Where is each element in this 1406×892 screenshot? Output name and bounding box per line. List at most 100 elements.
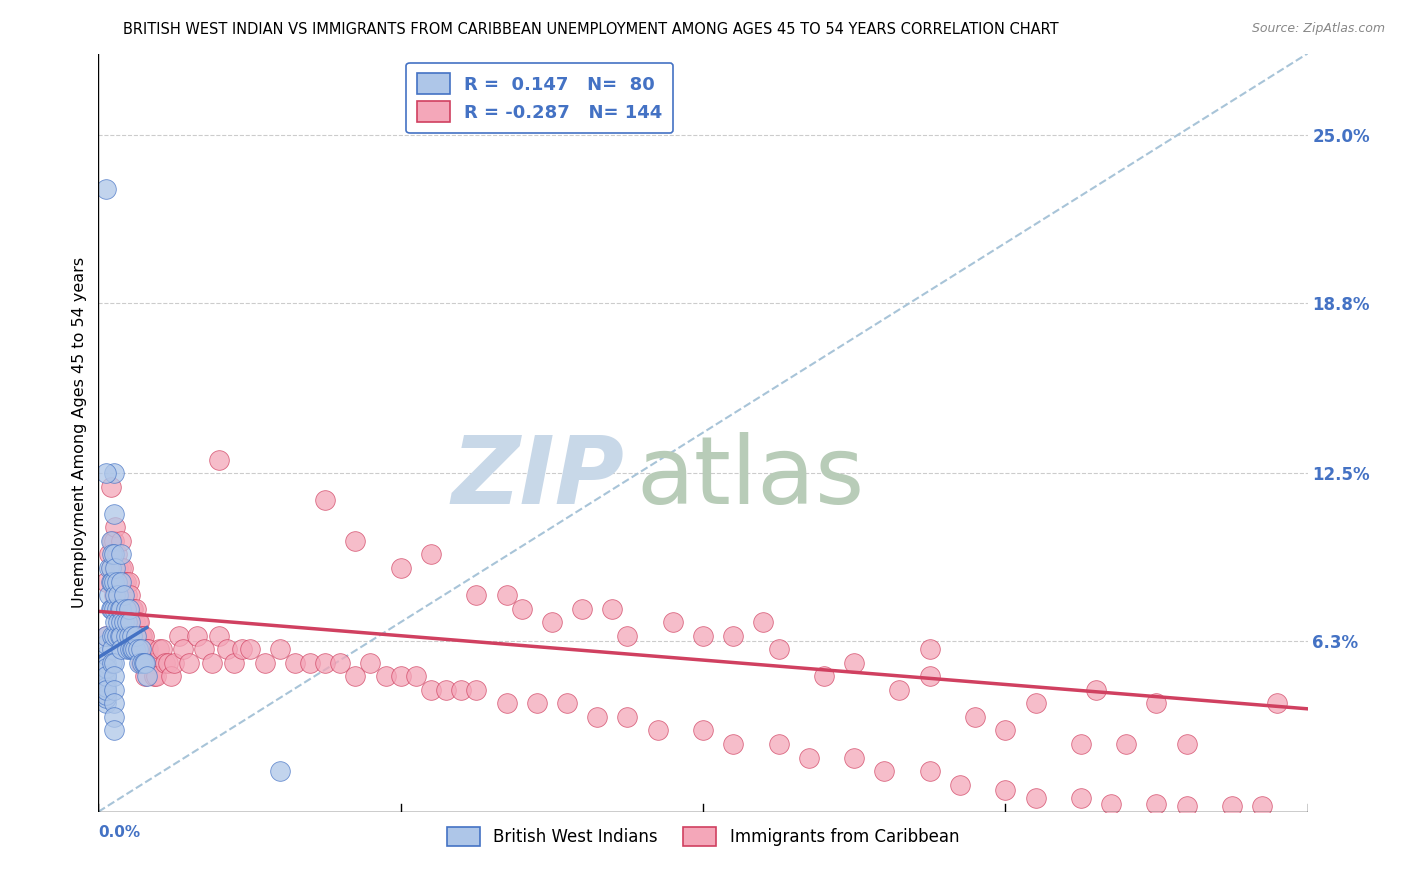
Point (208, 452, 231, 467)
Point (112, 601, 135, 615)
Legend: British West Indians, Immigrants from Caribbean: British West Indians, Immigrants from Ca… (440, 820, 966, 853)
Point (120, 642, 142, 657)
Point (124, 642, 146, 657)
Point (100, 561, 122, 575)
Point (120, 588, 142, 602)
Point (1267, 697, 1289, 711)
Point (104, 561, 127, 575)
Point (122, 601, 145, 615)
Point (434, 682, 457, 697)
Point (329, 656, 352, 670)
Point (389, 669, 412, 683)
Text: atlas: atlas (637, 432, 865, 524)
Point (103, 656, 125, 670)
Point (1144, 697, 1167, 711)
Point (150, 642, 173, 657)
Point (94, 682, 117, 697)
Point (101, 629, 124, 643)
Point (112, 574, 135, 589)
Point (1175, 799, 1198, 814)
Point (179, 656, 201, 670)
Point (132, 656, 155, 670)
Point (495, 697, 517, 711)
Point (115, 588, 138, 602)
Point (167, 629, 190, 643)
Point (103, 588, 125, 602)
Point (797, 750, 820, 764)
Point (555, 697, 578, 711)
Point (105, 601, 128, 615)
Point (94, 682, 117, 697)
Point (136, 642, 159, 657)
Point (616, 710, 638, 724)
Point (94, 182, 117, 196)
Point (94, 669, 117, 683)
Point (616, 629, 638, 643)
Point (125, 601, 148, 615)
Point (103, 601, 125, 615)
Point (104, 615, 127, 630)
Point (172, 642, 194, 657)
Point (844, 656, 866, 670)
Point (107, 588, 129, 602)
Point (94, 688, 117, 702)
Point (94, 661, 117, 675)
Point (918, 764, 941, 778)
Point (723, 737, 745, 751)
Point (118, 574, 141, 589)
Point (134, 656, 156, 670)
Point (94, 656, 117, 670)
Point (103, 561, 125, 575)
Point (215, 642, 238, 657)
Text: Source: ZipAtlas.com: Source: ZipAtlas.com (1251, 22, 1385, 36)
Point (100, 574, 122, 589)
Point (201, 656, 224, 670)
Point (163, 656, 186, 670)
Point (132, 629, 155, 643)
Point (1144, 797, 1167, 811)
Point (647, 723, 669, 738)
Point (94, 691, 117, 706)
Point (104, 520, 127, 534)
Point (100, 601, 122, 615)
Point (1070, 791, 1092, 805)
Point (94, 629, 117, 643)
Point (994, 783, 1017, 797)
Point (208, 629, 231, 643)
Point (127, 642, 149, 657)
Point (101, 574, 124, 589)
Point (111, 561, 134, 575)
Point (94, 674, 117, 689)
Point (389, 561, 412, 575)
Point (1099, 797, 1122, 811)
Point (101, 642, 124, 657)
Point (360, 656, 382, 670)
Point (526, 697, 548, 711)
Point (103, 467, 125, 481)
Point (104, 588, 127, 602)
Point (103, 533, 125, 548)
Point (94, 697, 117, 711)
Point (114, 629, 136, 643)
Point (127, 615, 149, 630)
Point (299, 656, 322, 670)
Point (118, 629, 141, 643)
Point (94, 669, 117, 683)
Point (723, 629, 745, 643)
Point (131, 656, 153, 670)
Point (1024, 791, 1046, 805)
Point (153, 656, 176, 670)
Point (269, 764, 291, 778)
Point (118, 629, 141, 643)
Point (1220, 799, 1243, 814)
Point (692, 723, 714, 738)
Point (141, 656, 163, 670)
Point (495, 588, 517, 602)
Point (129, 629, 152, 643)
Point (108, 601, 131, 615)
Point (994, 723, 1017, 738)
Point (131, 629, 153, 643)
Point (844, 750, 866, 764)
Point (110, 574, 132, 589)
Point (110, 629, 132, 643)
